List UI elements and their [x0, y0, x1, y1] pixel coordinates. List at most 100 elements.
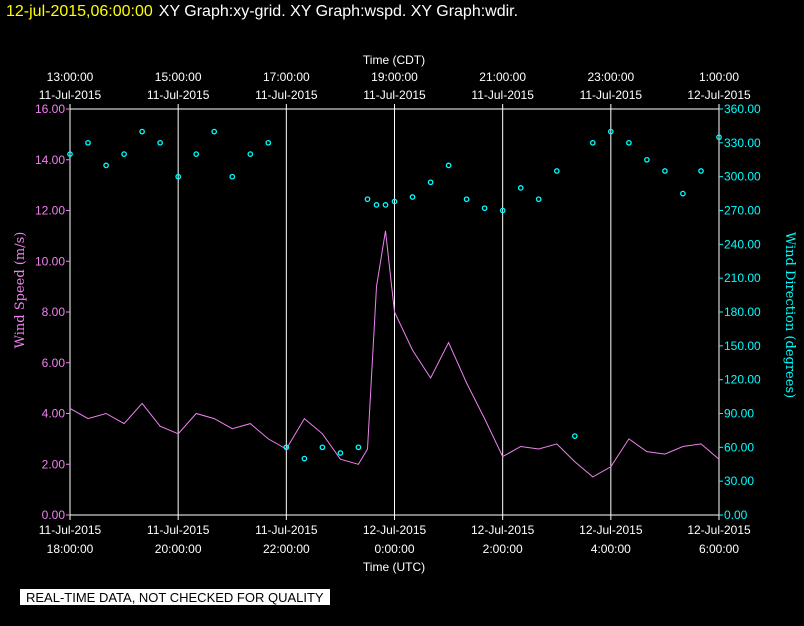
right-tick-label: 90.00 [724, 407, 754, 421]
wind-direction-point [571, 433, 578, 439]
wind-direction-point [301, 455, 308, 462]
bottom-tick-time-label: 6:00:00 [699, 542, 739, 556]
wind-direction-point [229, 173, 236, 180]
right-tick-label: 240.00 [724, 237, 761, 251]
bottom-tick-time-label: 0:00:00 [374, 542, 414, 556]
bottom-tick-time-label: 20:00:00 [155, 542, 202, 556]
bottom-tick-time-label: 18:00:00 [47, 542, 94, 556]
wind-direction-point [193, 151, 200, 157]
bottom-tick-date-label: 11-Jul-2015 [255, 523, 318, 537]
right-tick-label: 210.00 [724, 271, 761, 285]
quality-notice-banner: REAL-TIME DATA, NOT CHECKED FOR QUALITY [20, 589, 330, 605]
wind-direction-point [157, 139, 163, 146]
top-tick-time-label: 19:00:00 [371, 70, 418, 84]
bottom-tick-time-label: 2:00:00 [483, 542, 523, 556]
bottom-tick-date-label: 12-Jul-2015 [579, 523, 643, 537]
right-tick-label: 270.00 [724, 204, 761, 218]
wind-direction-point [553, 168, 560, 174]
left-tick-label: 4.00 [42, 407, 66, 421]
wind-direction-point [409, 194, 416, 200]
wind-direction-point [517, 185, 524, 191]
wind-direction-point [463, 196, 470, 203]
bottom-tick-date-label: 11-Jul-2015 [39, 523, 102, 537]
wind-direction-point [662, 168, 668, 174]
bottom-tick-time-label: 4:00:00 [591, 542, 631, 556]
right-axis-title: Wind Direction (degrees) [782, 232, 797, 398]
top-tick-time-label: 21:00:00 [479, 70, 526, 84]
wind-direction-point [589, 139, 596, 146]
title-datetime: 12-jul-2015,06:00:00 [6, 3, 153, 20]
top-tick-date-label: 11-Jul-2015 [580, 88, 643, 102]
right-tick-label: 30.00 [724, 474, 754, 488]
top-tick-date-label: 11-Jul-2015 [39, 88, 102, 102]
wind-direction-point [355, 444, 362, 451]
wind-direction-point [481, 205, 488, 212]
bottom-tick-date-label: 11-Jul-2015 [147, 523, 210, 537]
wind-direction-point [337, 450, 344, 456]
right-tick-label: 360.00 [724, 102, 761, 116]
top-tick-time-label: 1:00:00 [699, 70, 739, 84]
left-tick-label: 12.00 [35, 204, 65, 218]
right-tick-label: 330.00 [724, 136, 761, 150]
top-tick-time-label: 23:00:00 [587, 70, 634, 84]
left-tick-label: 14.00 [35, 153, 65, 167]
wind-direction-point [382, 202, 389, 208]
right-tick-label: 120.00 [724, 373, 761, 387]
wind-direction-point [373, 202, 380, 208]
right-tick-label: 300.00 [724, 170, 761, 184]
right-tick-label: 60.00 [724, 440, 754, 454]
wind-direction-point [121, 151, 127, 157]
wind-speed-series [69, 230, 720, 478]
top-tick-time-label: 17:00:00 [263, 70, 310, 84]
bottom-tick-date-label: 12-Jul-2015 [363, 523, 427, 537]
wind-direction-point [139, 128, 145, 135]
title-graph-list: XY Graph:xy-grid. XY Graph:wspd. XY Grap… [158, 3, 519, 20]
wind-direction-point [319, 444, 326, 451]
wind-direction-point [103, 162, 109, 169]
wind-direction-point [716, 134, 722, 141]
wind-direction-point [680, 190, 686, 197]
bottom-tick-date-label: 12-Jul-2015 [687, 523, 751, 537]
left-tick-label: 2.00 [42, 457, 66, 471]
wind-direction-point [211, 128, 218, 135]
top-tick-date-label: 11-Jul-2015 [255, 88, 318, 102]
wind-direction-point [427, 179, 434, 186]
top-tick-time-label: 13:00:00 [47, 70, 94, 84]
left-axis-title: Wind Speed (m/s) [13, 232, 28, 349]
wind-direction-point [391, 198, 398, 205]
wind-direction-point [626, 139, 632, 146]
top-tick-date-label: 11-Jul-2015 [471, 88, 534, 102]
right-tick-label: 150.00 [724, 339, 761, 353]
axes: 11-Jul-2015 18:00:00 13:00:00 11-Jul-2015 11… [35, 70, 761, 556]
right-tick-label: 0.00 [724, 508, 748, 522]
bottom-tick-time-label: 22:00:00 [263, 542, 310, 556]
top-tick-date-label: 11-Jul-2015 [147, 88, 210, 102]
top-tick-time-label: 15:00:00 [155, 70, 202, 84]
left-tick-label: 8.00 [42, 305, 66, 319]
left-tick-label: 10.00 [35, 254, 65, 268]
wind-direction-point [607, 128, 614, 135]
left-tick-label: 6.00 [42, 356, 66, 370]
wind-speed-line [69, 230, 720, 478]
wind-direction-point [644, 156, 650, 163]
wind-direction-series [67, 128, 722, 462]
left-tick-label: 0.00 [42, 508, 66, 522]
wind-direction-point [698, 168, 704, 174]
chart-title: 12-jul-2015,06:00:00 XY Graph:xy-grid. XY… [6, 3, 518, 21]
wind-direction-point [85, 139, 91, 146]
wind-direction-point [67, 151, 73, 157]
bottom-axis-title: Time (UTC) [363, 560, 425, 574]
wind-direction-point [283, 444, 290, 451]
wind-direction-point [499, 207, 506, 214]
wind-direction-point [445, 162, 452, 169]
bottom-tick-date-label: 12-Jul-2015 [471, 523, 535, 537]
right-tick-label: 180.00 [724, 305, 761, 319]
wind-direction-point [265, 139, 272, 146]
wind-direction-point [535, 196, 542, 203]
top-axis-title: Time (CDT) [363, 53, 425, 67]
top-tick-date-label: 12-Jul-2015 [687, 88, 751, 102]
wind-direction-point [247, 151, 254, 157]
wind-direction-point [175, 173, 182, 180]
left-tick-label: 16.00 [35, 102, 65, 116]
